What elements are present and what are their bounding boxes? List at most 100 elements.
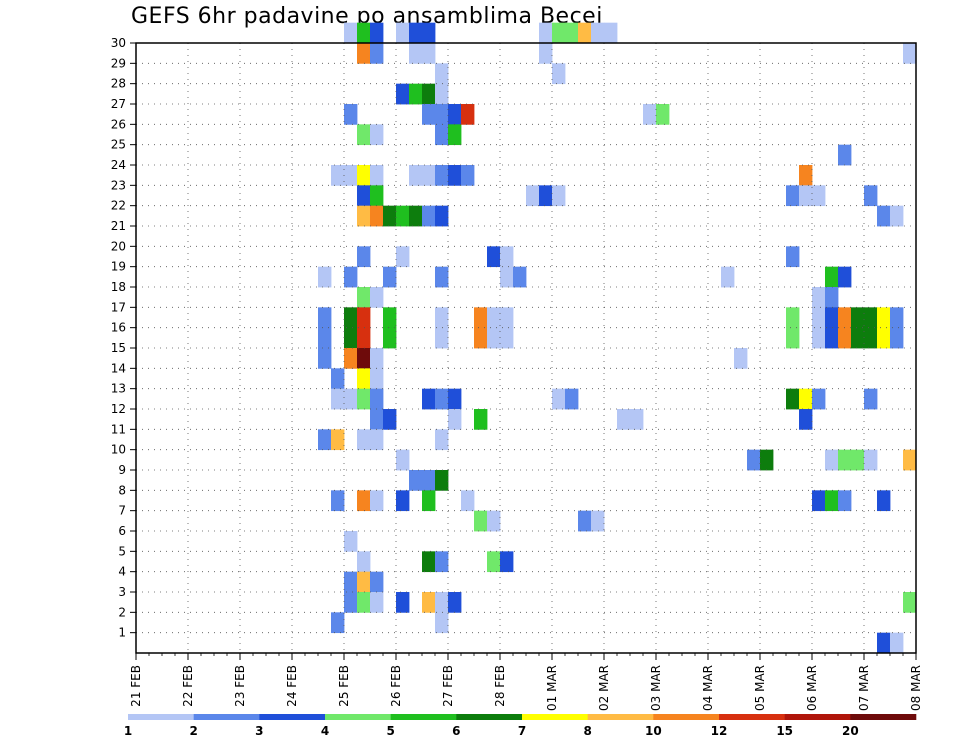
y-tick-label: 24 [111,158,126,172]
heatmap-cell [734,348,748,369]
colorbar-label: 4 [321,724,329,738]
y-tick-label: 27 [111,97,126,111]
heatmap-cell [500,307,514,329]
heatmap-cell [851,449,865,471]
heatmap-cell [617,409,631,430]
heatmap-cell [864,185,878,207]
colorbar-label: 3 [255,724,263,738]
heatmap-cell [422,22,436,44]
colorbar-label: 20 [842,724,859,738]
colorbar-swatch [259,714,326,720]
heatmap-cell [864,307,878,329]
heatmap-cell [422,470,436,491]
heatmap-cell [539,43,553,64]
heatmap-cell [825,327,839,349]
heatmap-cell [318,327,332,349]
heatmap-cell [474,327,488,349]
heatmap-cell [435,104,449,125]
y-tick-label: 19 [111,260,126,274]
heatmap-cell [565,388,579,410]
y-tick-label: 17 [111,300,126,314]
heatmap-cell [396,490,410,512]
heatmap-cell [357,307,371,329]
heatmap-cell [500,327,514,349]
heatmap-cell [903,43,917,64]
heatmap-cell [838,449,852,471]
heatmap-cell [344,307,358,329]
heatmap-cell [383,307,397,329]
heatmap-cell [383,205,397,227]
heatmap-cell [838,266,852,288]
heatmap-cell [565,22,579,44]
y-tick-label: 23 [111,178,126,192]
heatmap-cell [357,368,371,390]
colorbar-swatch [719,714,785,720]
heatmap-cell [825,449,839,471]
heatmap-cell [318,307,332,329]
heatmap-cell [331,165,345,186]
heatmap-cell [552,388,566,410]
heatmap-cell [747,449,761,471]
heatmap-cell [591,510,605,532]
heatmap-cell [357,22,371,44]
colorbar-swatch [325,714,391,720]
heatmap-cell [318,348,332,369]
heatmap-cell [890,307,904,329]
heatmap-cell [370,185,384,207]
heatmap-cell [370,205,384,227]
heatmap-cell [370,22,384,44]
heatmap-cell [435,612,449,634]
colorbar-label: 1 [124,724,132,738]
heatmap-cell [539,22,553,44]
colorbar-swatch [587,714,654,720]
heatmap-cell [422,165,436,186]
heatmap-cell [344,22,358,44]
colorbar-swatch [390,714,457,720]
heatmap-cell [799,165,813,186]
heatmap-cell [890,327,904,349]
heatmap-cell [838,490,852,512]
heatmap-cell [500,246,514,268]
colorbar-swatch [653,714,720,720]
heatmap-cell [513,266,527,288]
heatmap-cell [864,449,878,471]
colorbar-label: 15 [776,724,793,738]
heatmap-cell [864,388,878,410]
heatmap-cell [357,551,371,573]
heatmap-cell [383,266,397,288]
heatmap-cell [435,83,449,105]
y-tick-label: 30 [111,36,126,50]
heatmap-cell [448,124,462,146]
heatmap-cell [474,409,488,430]
x-tick-label: 08 MAR [909,665,923,711]
x-tick-label: 01 MAR [545,665,559,711]
heatmap-cell [344,571,358,593]
y-tick-label: 25 [111,138,126,152]
heatmap-cell [396,449,410,471]
heatmap-cell [396,205,410,227]
colorbar-label: 2 [189,724,197,738]
heatmap-cell [448,409,462,430]
heatmap-cell [357,592,371,613]
heatmap-cell [851,307,865,329]
heatmap-cell [890,205,904,227]
heatmap-cell [370,368,384,390]
x-tick-label: 02 MAR [597,665,611,711]
x-tick-label: 27 FEB [441,665,455,707]
heatmap-cell [435,63,449,85]
axes-layer: 1234567891011121314151617181920212223242… [111,36,923,711]
y-tick-label: 8 [118,483,126,497]
heatmap-cell [357,388,371,410]
heatmap-cell [435,327,449,349]
heatmap-cell [786,307,800,329]
x-tick-label: 07 MAR [857,665,871,711]
heatmap-cell [409,205,423,227]
heatmap-cell [448,592,462,613]
y-tick-label: 5 [118,544,126,558]
heatmap-cell [422,104,436,125]
heatmap-cell [344,327,358,349]
heatmap-cell [370,43,384,64]
heatmap-cell [357,348,371,369]
colorbar-label: 7 [518,724,526,738]
